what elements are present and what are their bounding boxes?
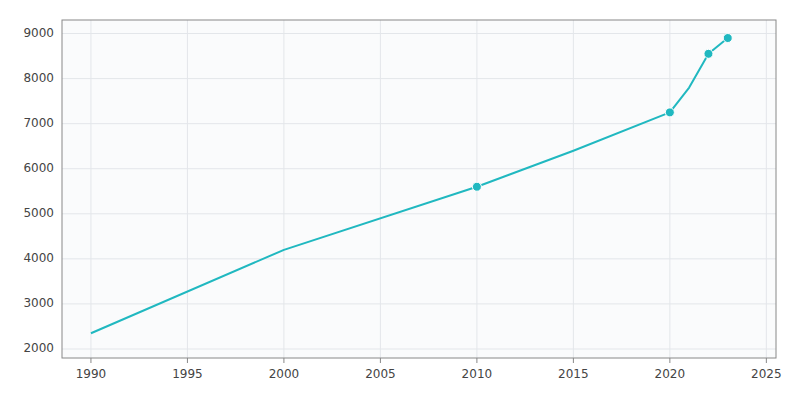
grid-line-x xyxy=(187,20,188,358)
grid-line-y xyxy=(62,348,776,349)
x-tick xyxy=(90,358,91,363)
x-tick xyxy=(187,358,188,363)
point xyxy=(665,108,674,117)
grid-line-x xyxy=(90,20,91,358)
x-tick-label: 1990 xyxy=(76,367,107,381)
x-tick-label: 2005 xyxy=(365,367,396,381)
x-tick xyxy=(380,358,381,363)
axes: 2000 3000 4000 5000 6000 7000 8000 9000 1990 1995… xyxy=(23,20,781,381)
y-tick-label: 3000 xyxy=(23,296,54,310)
y-tick-label: 6000 xyxy=(23,161,54,175)
grid-line-x xyxy=(380,20,381,358)
point xyxy=(704,49,713,58)
x-tick xyxy=(766,358,767,363)
x-tick xyxy=(573,358,574,363)
plot-background xyxy=(62,20,776,358)
x-tick xyxy=(283,358,284,363)
grid-line-x xyxy=(766,20,767,358)
y-tick-label: 5000 xyxy=(23,206,54,220)
grid xyxy=(62,20,776,358)
x-tick xyxy=(476,358,477,363)
y-tick-label: 8000 xyxy=(23,71,54,85)
x-tick xyxy=(669,358,670,363)
grid-line-y xyxy=(62,303,776,304)
x-tick-label: 2020 xyxy=(655,367,686,381)
y-tick-label: 4000 xyxy=(23,251,54,265)
grid-line-y xyxy=(62,213,776,214)
line xyxy=(91,38,728,333)
grid-line-y xyxy=(62,168,776,169)
y-tick-label: 9000 xyxy=(23,26,54,40)
marks xyxy=(91,34,732,334)
grid-line-y xyxy=(62,123,776,124)
x-tick-label: 2000 xyxy=(269,367,300,381)
chart-container: 2000 3000 4000 5000 6000 7000 8000 9000 1990 1995… xyxy=(0,0,800,400)
grid-line-y xyxy=(62,33,776,34)
grid-line-y xyxy=(62,258,776,259)
chart-svg: 2000 3000 4000 5000 6000 7000 8000 9000 1990 1995… xyxy=(0,0,800,400)
point xyxy=(472,182,481,191)
x-tick-label: 2015 xyxy=(558,367,589,381)
x-tick-label: 1995 xyxy=(172,367,203,381)
plot-frame xyxy=(62,20,776,358)
y-tick-label: 7000 xyxy=(23,116,54,130)
grid-line-x xyxy=(669,20,670,358)
x-tick-label: 2010 xyxy=(462,367,493,381)
grid-line-y xyxy=(62,78,776,79)
point xyxy=(723,34,732,43)
y-tick-label: 2000 xyxy=(23,341,54,355)
grid-line-x xyxy=(573,20,574,358)
x-tick-label: 2025 xyxy=(751,367,782,381)
grid-line-x xyxy=(283,20,284,358)
